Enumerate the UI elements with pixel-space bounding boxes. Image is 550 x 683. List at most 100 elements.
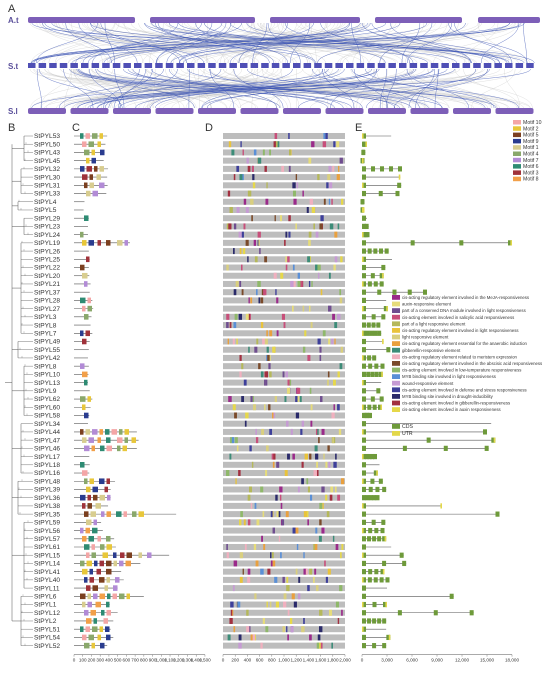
motif-box — [132, 511, 137, 517]
structure-axis-tick-label: 6,000 — [406, 658, 418, 663]
cds-exon — [362, 462, 366, 468]
gene-label: StPYL43 — [34, 150, 60, 157]
utr-region — [365, 141, 367, 147]
motif-box — [100, 149, 105, 156]
cis-element-box — [299, 396, 302, 403]
motif-box — [80, 560, 85, 567]
cis-element-box — [236, 338, 238, 345]
chromosome-segment-st — [462, 63, 471, 68]
motif-legend-label: Motif 4 — [523, 152, 539, 158]
motif-box — [92, 585, 98, 591]
motif-box — [84, 314, 89, 320]
cis-legend-swatch — [392, 314, 400, 320]
cis-legend-label: part of a light responsive element — [402, 321, 466, 326]
utr-region — [362, 281, 364, 287]
cds-exon — [368, 363, 373, 369]
pyl-syntenic-link — [168, 22, 501, 64]
cis-element-box — [319, 354, 322, 361]
cis-element-box — [251, 165, 254, 172]
cis-element-box — [270, 511, 273, 518]
gene-label: StPYL47 — [34, 437, 60, 444]
cis-element-box — [297, 280, 301, 287]
cis-legend-swatch — [392, 380, 400, 386]
background-link — [45, 68, 228, 109]
promoter-bar — [223, 248, 345, 255]
cis-element-box — [310, 420, 313, 427]
pyl-syntenic-link — [246, 68, 486, 109]
motif-box — [82, 141, 87, 148]
gene-label: StPYL22 — [34, 265, 60, 272]
cis-element-box — [297, 593, 301, 600]
pyl-syntenic-link — [201, 68, 324, 109]
cis-element-box — [318, 642, 321, 649]
motif-box — [99, 494, 105, 501]
motif-box — [106, 560, 112, 567]
promoter-bar — [223, 428, 345, 435]
cds-exon — [449, 593, 454, 599]
cis-element-box — [250, 297, 253, 304]
cds-exon — [379, 248, 383, 254]
chromosome-segment-st — [515, 63, 524, 68]
cds-exon — [368, 527, 373, 534]
background-link — [296, 22, 507, 64]
cis-element-box — [327, 445, 330, 452]
cis-element-box — [328, 198, 331, 205]
cds-exon — [373, 577, 378, 583]
cis-element-box — [319, 502, 323, 509]
cis-element-box — [276, 297, 279, 304]
motif-box — [86, 157, 90, 164]
motif-box — [103, 618, 108, 624]
cds-exon — [426, 437, 431, 443]
pyl-syntenic-link — [353, 68, 389, 109]
background-link — [76, 68, 257, 109]
motif-axis-tick-label: 1,000 — [156, 658, 168, 663]
promoter-bar — [223, 445, 345, 452]
background-link — [359, 68, 414, 109]
cis-element-box — [239, 552, 244, 559]
promoter-bar — [223, 190, 345, 197]
pyl-syntenic-link — [252, 22, 268, 64]
gene-label: StPYL38 — [34, 503, 60, 510]
cis-element-box — [266, 601, 268, 608]
cds-exon — [362, 363, 366, 369]
cds-exon — [362, 585, 366, 591]
motif-box — [138, 511, 144, 517]
cis-element-box — [264, 165, 267, 172]
cis-element-box — [303, 617, 305, 624]
cis-element-box — [313, 544, 318, 550]
gene-label: StPYL53 — [34, 133, 60, 140]
chromosome-segment-st — [197, 63, 206, 68]
cis-legend-label: cis-acting element involved in auxin res… — [402, 407, 501, 412]
cis-element-box — [248, 346, 250, 353]
cis-element-box — [308, 157, 312, 164]
cds-exon — [362, 552, 366, 558]
cis-element-box — [309, 634, 312, 641]
cis-element-box — [289, 617, 293, 624]
cds-exon — [367, 577, 372, 583]
cds-exon — [362, 486, 366, 493]
cis-element-box — [226, 313, 230, 320]
chromosome-segment-st — [324, 63, 333, 68]
motif-box — [80, 462, 85, 468]
chromosome-segment-st — [28, 63, 36, 68]
cis-legend-label: MYB binding site involved in drought-ind… — [402, 394, 494, 399]
motif-box — [93, 618, 97, 624]
motif-box — [92, 133, 98, 139]
promoter-bar — [223, 305, 345, 312]
cis-element-box — [243, 223, 246, 230]
cds-exon — [377, 330, 382, 336]
chromosome-segment-st — [367, 63, 375, 68]
cis-element-box — [337, 494, 341, 501]
cis-element-box — [293, 601, 297, 608]
motif-legend-label: Motif 6 — [523, 164, 539, 170]
cis-element-box — [285, 371, 288, 378]
cis-legend-label: cis-acting element involved in low-tempe… — [402, 368, 521, 373]
cis-legend-label: cis-acting regulatory element involved i… — [402, 328, 519, 333]
cds-exon — [374, 363, 379, 369]
cis-element-box — [260, 486, 264, 493]
motif-box — [84, 511, 89, 517]
chromosome-segment-st — [261, 63, 269, 68]
gene-label: StPYL40 — [34, 577, 60, 584]
cis-element-box — [257, 157, 262, 164]
motif-box — [86, 618, 92, 624]
